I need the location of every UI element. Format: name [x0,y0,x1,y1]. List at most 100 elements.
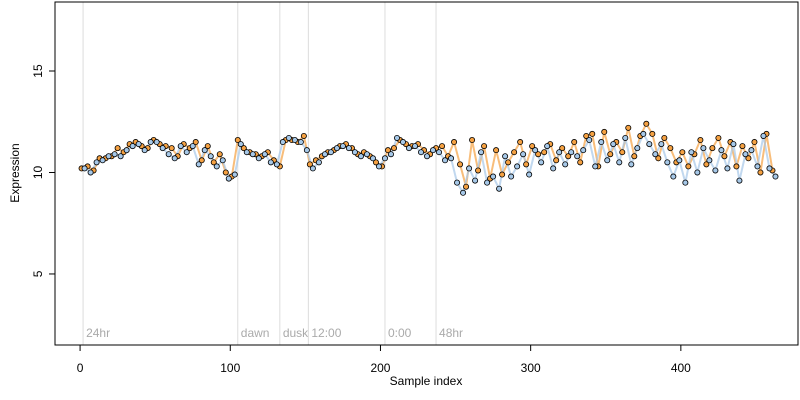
point [165,151,172,158]
point [222,169,229,176]
point [676,157,683,164]
point [168,145,175,152]
point [93,159,100,166]
point [321,151,328,158]
point [649,130,656,137]
point [568,149,575,156]
x-tick-label: 200 [370,361,390,375]
point [592,163,599,170]
point [667,145,674,152]
point [721,153,728,160]
point [243,149,250,156]
point [745,155,752,162]
point [664,159,671,166]
point [333,145,340,152]
point [499,171,506,178]
point [357,153,364,160]
point [580,147,587,154]
point [583,132,590,139]
point [646,141,653,148]
point [201,147,208,154]
point [550,165,557,172]
point [225,175,232,182]
point [643,120,650,127]
point [490,173,497,180]
point [604,157,611,164]
point [625,124,632,131]
point [628,161,635,168]
y-tick-label: 15 [31,64,45,78]
point [315,159,322,166]
y-tick-label: 10 [31,165,45,179]
point [688,149,695,156]
point [619,149,626,156]
point [451,139,458,146]
point [372,159,379,166]
point [210,159,217,166]
point [661,134,668,141]
point [757,169,764,176]
point [709,145,716,152]
point [472,177,479,184]
y-axis-label: Expression [8,143,22,202]
series-line [84,131,777,196]
point [297,139,304,146]
point [418,149,425,156]
point [703,161,710,168]
point [598,139,605,146]
point [574,153,581,160]
point [541,149,548,156]
point [766,165,773,172]
point [442,157,449,164]
point [406,145,413,152]
x-tick-label: 0 [77,361,84,375]
x-axis-label: Sample index [390,374,463,388]
point [508,173,515,180]
point [339,143,346,150]
point [466,165,473,172]
point [715,134,722,141]
point [526,171,533,178]
point [135,141,142,148]
point [565,153,572,160]
point [240,145,247,152]
point [553,157,560,164]
point [748,147,755,154]
annotation-label: dusk [283,326,309,340]
point [760,132,767,139]
point [81,165,88,172]
point [300,132,307,139]
point [736,177,743,184]
point [195,161,202,168]
point [390,145,397,152]
point [345,145,352,152]
y-tick-label: 5 [31,270,45,277]
point [706,157,713,164]
point [754,163,761,170]
point [412,143,419,150]
x-tick-label: 400 [671,361,691,375]
point [700,145,707,152]
x-tick-label: 300 [521,361,541,375]
point [436,149,443,156]
point [586,137,593,144]
point [279,139,286,146]
point [117,153,124,160]
point [601,128,608,135]
point [463,183,470,190]
point [105,153,112,160]
point [192,139,199,146]
point [511,149,518,156]
point [658,141,665,148]
point [589,130,596,137]
point [562,161,569,168]
point [655,155,662,162]
point [216,151,223,158]
point [640,130,647,137]
point [114,145,121,152]
point [724,165,731,172]
point [207,153,214,160]
point [255,155,262,162]
point [505,159,512,166]
